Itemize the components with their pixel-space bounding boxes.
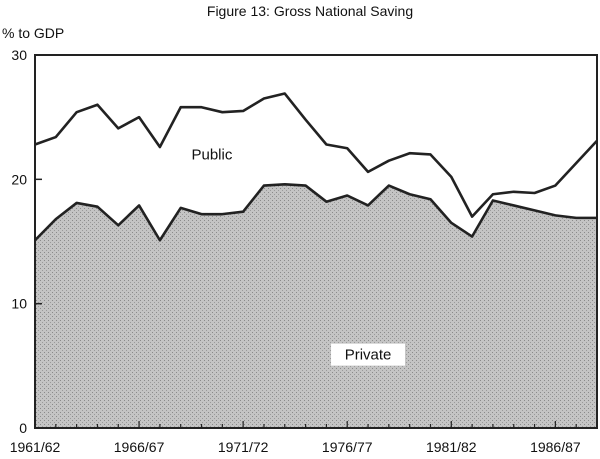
x-tick-label: 1976/77 — [322, 439, 373, 455]
private-series-label: Private — [345, 347, 392, 364]
total-saving-line — [34, 92, 598, 218]
public-series-label: Public — [191, 146, 232, 163]
y-tick-label: 10 — [11, 296, 27, 312]
private-label-background — [331, 343, 406, 366]
private-saving-line — [34, 183, 597, 242]
axis-labels: 0 10 20 30 1961/62 1966/67 1971/72 1976/77 1981/… — [10, 47, 581, 455]
x-tick-label: 1986/87 — [530, 439, 581, 455]
x-tick-label: 1971/72 — [218, 439, 269, 455]
y-tick-label: 20 — [11, 171, 27, 187]
plot-frame — [34, 54, 598, 429]
x-tick-label: 1966/67 — [114, 439, 165, 455]
x-tick-label: 1961/62 — [10, 439, 61, 455]
chart-title: Figure 13: Gross National Saving — [207, 3, 413, 19]
private-area — [35, 184, 597, 428]
plot-area — [34, 54, 598, 429]
y-tick-label: 30 — [11, 47, 27, 63]
public-area — [35, 93, 597, 241]
y-axis-label: % to GDP — [2, 25, 64, 41]
y-tick-label: 0 — [19, 420, 27, 436]
x-tick-label: 1981/82 — [426, 439, 477, 455]
